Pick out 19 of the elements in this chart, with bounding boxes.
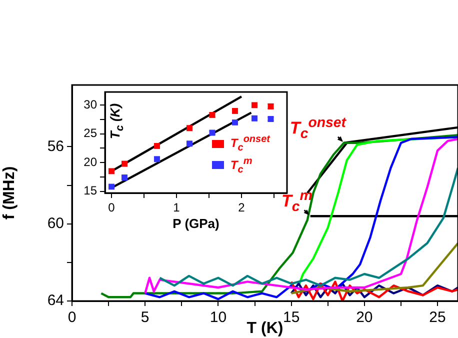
- y-tick-label: 64: [47, 292, 64, 310]
- y-axis-title: f (MHz): [1, 166, 18, 220]
- y-tick-label: 56: [47, 138, 64, 155]
- x-tick-label: 0: [68, 309, 76, 326]
- x-axis-title: T (K): [246, 320, 284, 337]
- x-tick-label: 20: [356, 309, 373, 326]
- y-tick-label: 60: [47, 215, 64, 232]
- x-tick-label: 15: [282, 309, 300, 326]
- x-axis-title: P (GPa): [172, 216, 220, 231]
- y-tick-label: 20: [84, 154, 98, 169]
- x-tick-label: 0: [108, 200, 116, 215]
- x-tick-label: 5: [140, 309, 150, 326]
- x-tick-label: 2: [238, 200, 246, 215]
- x-tick-label: 10: [210, 309, 227, 326]
- x-tick-label: 1: [173, 200, 180, 215]
- y-tick-label: 30: [84, 98, 98, 112]
- y-tick-label: 15: [84, 184, 98, 198]
- y-tick-label: 25: [84, 126, 98, 140]
- x-tick-label: 25: [429, 309, 446, 326]
